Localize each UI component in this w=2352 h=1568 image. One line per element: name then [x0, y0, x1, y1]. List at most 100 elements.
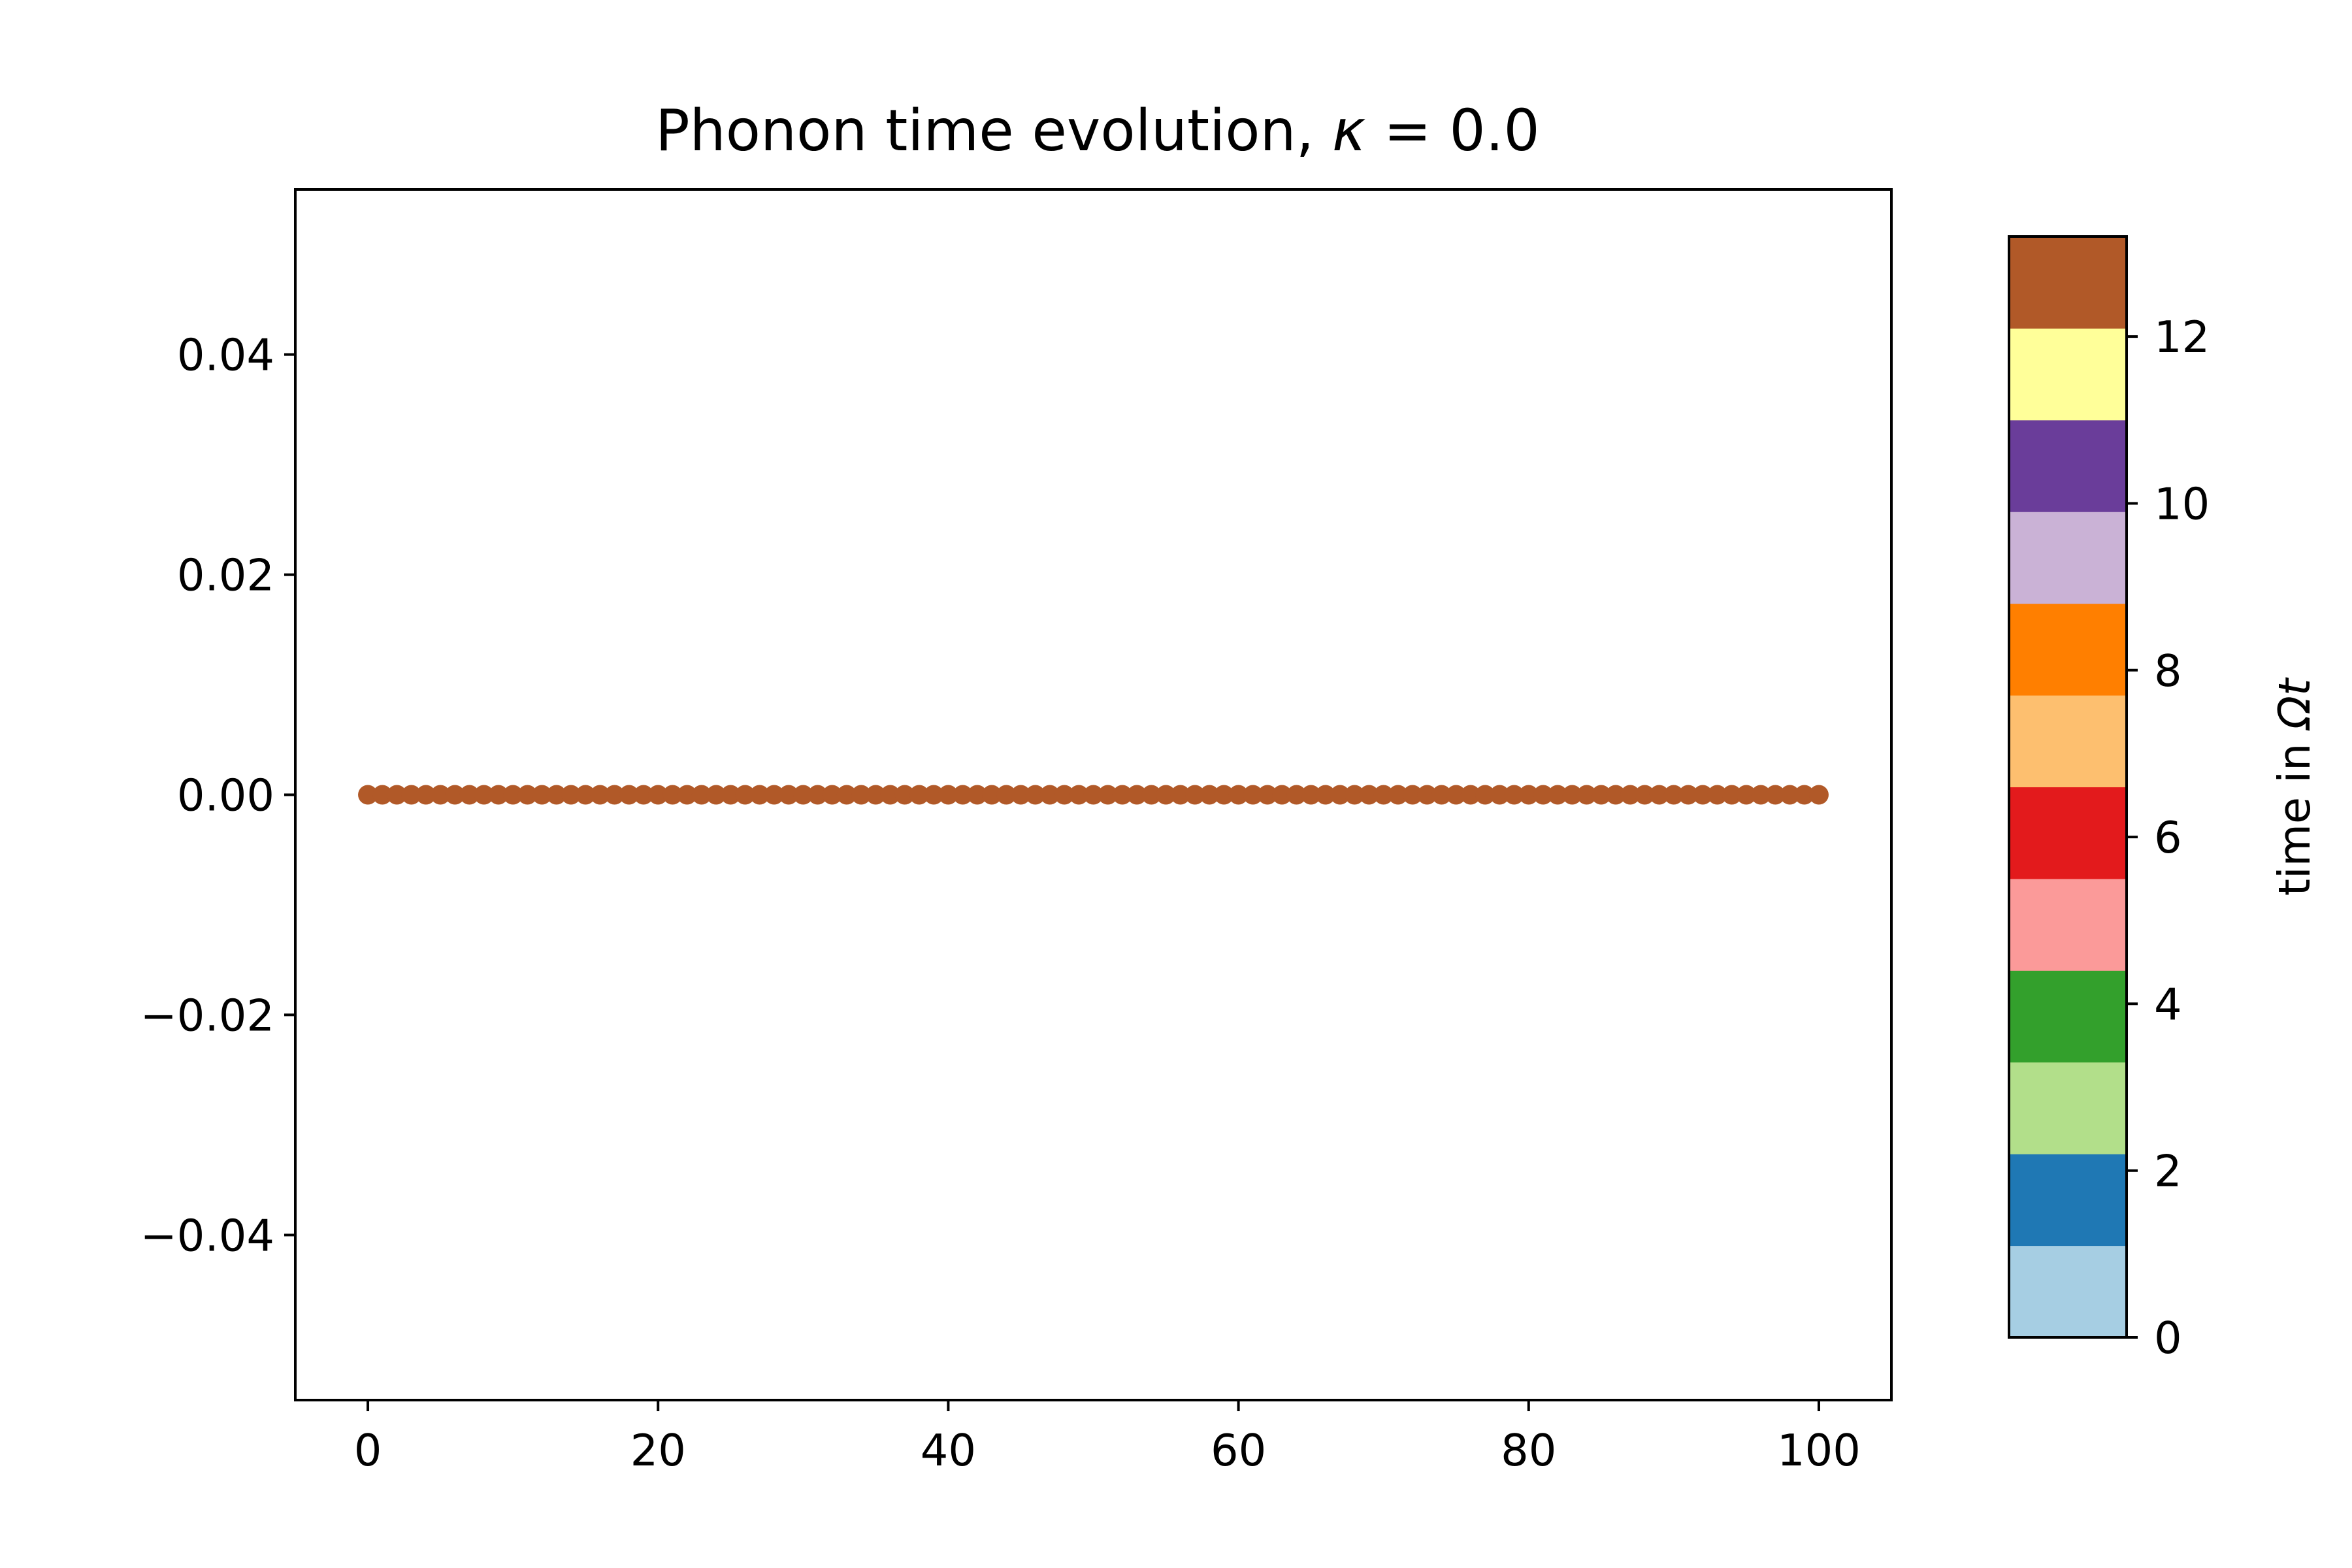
colorbar-segment [2009, 878, 2127, 971]
colorbar-segment [2009, 787, 2127, 879]
data-point [691, 785, 711, 805]
colorbar-segment [2009, 1062, 2127, 1154]
data-point [1069, 785, 1089, 805]
data-point [1243, 785, 1263, 805]
colorbar-frame [2008, 235, 2128, 1339]
x-axis: 0 20 40 60 80 100 [354, 1400, 1861, 1476]
data-point [1562, 785, 1582, 805]
data-point [431, 785, 451, 805]
data-point [1794, 785, 1814, 805]
data-point [808, 785, 828, 805]
data-point [1780, 785, 1800, 805]
data-point [648, 785, 668, 805]
chart-title-suffix: = 0.0 [1365, 97, 1540, 164]
data-point [1098, 785, 1118, 805]
data-point [1533, 785, 1553, 805]
colorbar [2009, 237, 2127, 1338]
data-point [1200, 785, 1220, 805]
x-tick-label: 100 [1777, 1425, 1861, 1476]
data-point [1475, 785, 1495, 805]
data-point [1736, 785, 1756, 805]
data-point [1678, 785, 1699, 805]
data-point [416, 785, 436, 805]
data-point [372, 785, 393, 805]
colorbar-tick-label: 6 [2154, 812, 2182, 863]
colorbar-segment [2009, 695, 2127, 787]
data-point [1315, 785, 1335, 805]
data-point [1431, 785, 1452, 805]
data-point [1591, 785, 1611, 805]
data-point [953, 785, 973, 805]
data-point [604, 785, 625, 805]
data-point [619, 785, 639, 805]
data-point [358, 785, 378, 805]
colorbar-label-math: Ωt [2269, 677, 2320, 731]
data-point [1576, 785, 1597, 805]
data-point [1417, 785, 1437, 805]
colorbar-tick-label: 10 [2154, 478, 2210, 529]
data-point [1373, 785, 1394, 805]
data-point [517, 785, 538, 805]
data-point [503, 785, 523, 805]
data-point [532, 785, 552, 805]
y-tick-label: −0.04 [140, 1210, 274, 1261]
data-point [561, 785, 581, 805]
data-point [1330, 785, 1350, 805]
data-point [996, 785, 1017, 805]
data-point [1156, 785, 1176, 805]
data-points [358, 785, 1829, 805]
data-point [401, 785, 421, 805]
data-point [576, 785, 596, 805]
colorbar-segment [2009, 1245, 2127, 1338]
colorbar-ticks: 0 2 4 6 8 10 12 [2127, 312, 2210, 1364]
data-point [1388, 785, 1408, 805]
data-point [634, 785, 654, 805]
data-point [1635, 785, 1655, 805]
data-point [749, 785, 770, 805]
y-axis: 0.04 0.02 0.00 −0.02 −0.04 [140, 330, 295, 1261]
data-point [779, 785, 799, 805]
colorbar-segment [2009, 970, 2127, 1063]
x-tick-label: 40 [921, 1425, 976, 1476]
data-point [1620, 785, 1641, 805]
data-point [1214, 785, 1234, 805]
data-point [1663, 785, 1684, 805]
data-point [880, 785, 900, 805]
chart-title-math: κ [1332, 97, 1365, 164]
y-tick-label: 0.04 [177, 330, 274, 381]
chart-title: Phonon time evolution, κ = 0.0 [655, 97, 1540, 164]
data-point [1548, 785, 1568, 805]
data-point [1490, 785, 1510, 805]
data-point [924, 785, 944, 805]
data-point [1403, 785, 1423, 805]
data-point [459, 785, 480, 805]
data-point [1606, 785, 1626, 805]
data-point [836, 785, 857, 805]
data-point [735, 785, 755, 805]
data-point [1301, 785, 1321, 805]
data-point [387, 785, 407, 805]
colorbar-tick-label: 4 [2154, 979, 2182, 1030]
data-point [1808, 785, 1829, 805]
data-point [1083, 785, 1103, 805]
y-tick-label: 0.00 [177, 770, 274, 821]
x-tick-label: 80 [1501, 1425, 1556, 1476]
chart-title-prefix: Phonon time evolution, [655, 97, 1332, 164]
data-point [1446, 785, 1466, 805]
data-point [909, 785, 929, 805]
colorbar-tick-label: 8 [2154, 645, 2182, 696]
data-point [1141, 785, 1162, 805]
data-point [445, 785, 465, 805]
data-point [474, 785, 494, 805]
data-point [1127, 785, 1147, 805]
y-tick-label: −0.02 [140, 990, 274, 1041]
data-point [851, 785, 872, 805]
data-point [822, 785, 842, 805]
colorbar-label: time in Ωt [2269, 677, 2320, 896]
data-point [1112, 785, 1132, 805]
colorbar-segment [2009, 1154, 2127, 1247]
data-point [866, 785, 886, 805]
data-point [1025, 785, 1045, 805]
data-point [982, 785, 1002, 805]
